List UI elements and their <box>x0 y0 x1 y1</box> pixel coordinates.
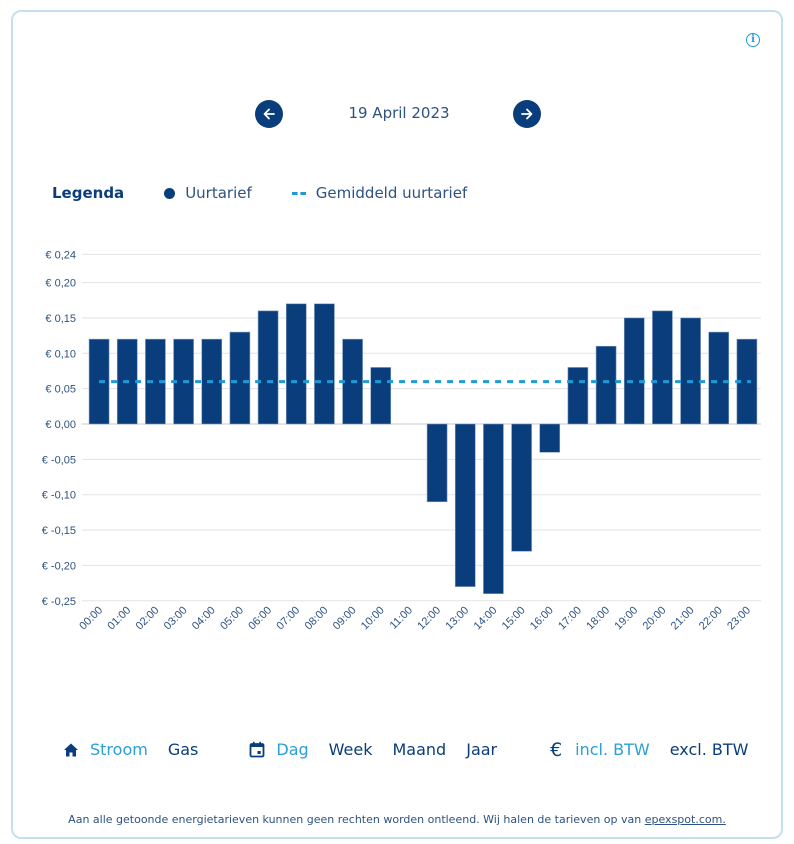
price-chart: € 0,24 € 0,20 € 0,15 € 0,10 € 0,05 € 0,00 € -0… <box>42 249 761 632</box>
option-excl-btw[interactable]: excl. BTW <box>669 740 749 759</box>
x-tick-label: 21:00 <box>669 604 697 632</box>
y-axis-ticks: € 0,24 € 0,20 € 0,15 € 0,10 € 0,05 € 0,00 € -0… <box>42 249 76 607</box>
bar-0200 <box>145 338 166 425</box>
previous-day-button[interactable] <box>255 100 283 128</box>
bars <box>88 303 758 594</box>
x-tick-label: 15:00 <box>500 604 528 632</box>
y-tick-label: € 0,00 <box>45 419 76 431</box>
x-tick-label: 07:00 <box>274 604 302 632</box>
y-tick-label: € 0,24 <box>45 249 76 261</box>
bar-1900 <box>623 317 645 425</box>
bar-1600 <box>539 423 561 453</box>
option-week[interactable]: Week <box>328 740 373 759</box>
bar-1700 <box>567 367 589 425</box>
bar-0700 <box>285 303 307 425</box>
x-tick-label: 08:00 <box>303 604 331 632</box>
y-tick-label: € -0,25 <box>42 596 76 608</box>
y-tick-label: € -0,20 <box>42 560 76 572</box>
x-tick-label: 20:00 <box>641 604 669 632</box>
x-tick-label: 09:00 <box>331 604 359 632</box>
arrow-left-icon <box>263 108 275 120</box>
bar-0600 <box>257 310 279 425</box>
bar-2200 <box>708 331 730 425</box>
y-tick-label: € -0,10 <box>42 490 76 502</box>
calendar-icon <box>248 741 266 759</box>
option-gas[interactable]: Gas <box>167 740 199 759</box>
next-day-button[interactable] <box>513 100 541 128</box>
x-tick-label: 04:00 <box>190 604 218 632</box>
home-icon <box>62 741 80 759</box>
chart-legend: Legenda Uurtarief Gemiddeld uurtarief <box>52 184 507 202</box>
circle-icon <box>164 187 176 199</box>
legend-label: Gemiddeld uurtarief <box>315 184 468 202</box>
bar-1000 <box>370 367 392 425</box>
x-tick-label: 14:00 <box>472 604 500 632</box>
x-tick-label: 10:00 <box>359 604 387 632</box>
bar-1300 <box>454 423 476 587</box>
x-tick-label: 19:00 <box>612 604 640 632</box>
grid-lines <box>82 253 761 602</box>
option-incl-btw[interactable]: incl. BTW <box>575 740 650 759</box>
info-icon[interactable]: i <box>746 33 760 47</box>
option-maand[interactable]: Maand <box>392 740 447 759</box>
x-tick-label: 11:00 <box>388 604 415 631</box>
x-tick-label: 17:00 <box>556 604 584 632</box>
x-tick-label: 03:00 <box>162 604 190 632</box>
legend-title: Legenda <box>52 184 125 202</box>
y-tick-label: € 0,05 <box>45 384 76 396</box>
date-label: 19 April 2023 <box>348 104 450 122</box>
bar-1400 <box>483 423 504 594</box>
dashed-line-icon <box>291 191 306 195</box>
y-tick-label: € 0,15 <box>45 313 76 325</box>
bar-1500 <box>511 423 532 552</box>
option-dag[interactable]: Dag <box>276 740 309 759</box>
disclaimer: Aan alle getoonde energietarieven kunnen… <box>0 813 794 826</box>
epexspot-link[interactable]: epexspot.com. <box>644 813 726 826</box>
x-tick-label: 13:00 <box>443 604 471 632</box>
x-tick-label: 02:00 <box>134 604 162 632</box>
x-tick-label: 00:00 <box>77 604 105 632</box>
y-tick-label: € 0,10 <box>45 348 76 360</box>
bar-0500 <box>229 331 251 425</box>
y-tick-label: € -0,15 <box>42 525 76 537</box>
x-tick-label: 05:00 <box>218 604 246 632</box>
legend-item-uurtarief: Uurtarief <box>164 184 252 202</box>
x-tick-label: 22:00 <box>697 604 725 632</box>
toolbar: Stroom Gas Dag Week Maand Jaar € incl. B… <box>62 738 768 761</box>
y-tick-label: € 0,20 <box>45 278 76 290</box>
bar-2000 <box>652 310 673 425</box>
x-tick-label: 16:00 <box>528 604 556 632</box>
bar-2100 <box>680 317 701 425</box>
bar-0800 <box>314 303 335 425</box>
x-tick-label: 06:00 <box>246 604 274 632</box>
x-tick-label: 12:00 <box>415 604 443 632</box>
legend-item-gemiddeld: Gemiddeld uurtarief <box>291 184 468 202</box>
arrow-right-icon <box>521 108 533 120</box>
x-axis-ticks: 00:00 01:00 02:00 03:00 04:00 05:00 06:00 07:00… <box>77 604 753 632</box>
bar-1200 <box>426 423 448 503</box>
x-tick-label: 01:00 <box>105 604 133 632</box>
x-tick-label: 23:00 <box>725 604 753 632</box>
y-tick-label: € -0,05 <box>42 454 76 466</box>
option-stroom[interactable]: Stroom <box>90 740 148 759</box>
x-tick-label: 18:00 <box>584 604 612 632</box>
period-group: Dag Week Maand Jaar <box>248 740 517 759</box>
energy-type-group: Stroom Gas <box>62 740 218 759</box>
euro-icon: € <box>550 738 563 761</box>
bar-1800 <box>595 345 617 425</box>
option-jaar[interactable]: Jaar <box>466 740 498 759</box>
disclaimer-text: Aan alle getoonde energietarieven kunnen… <box>68 813 645 826</box>
legend-label: Uurtarief <box>185 184 252 202</box>
tax-group: € incl. BTW excl. BTW <box>547 738 768 761</box>
